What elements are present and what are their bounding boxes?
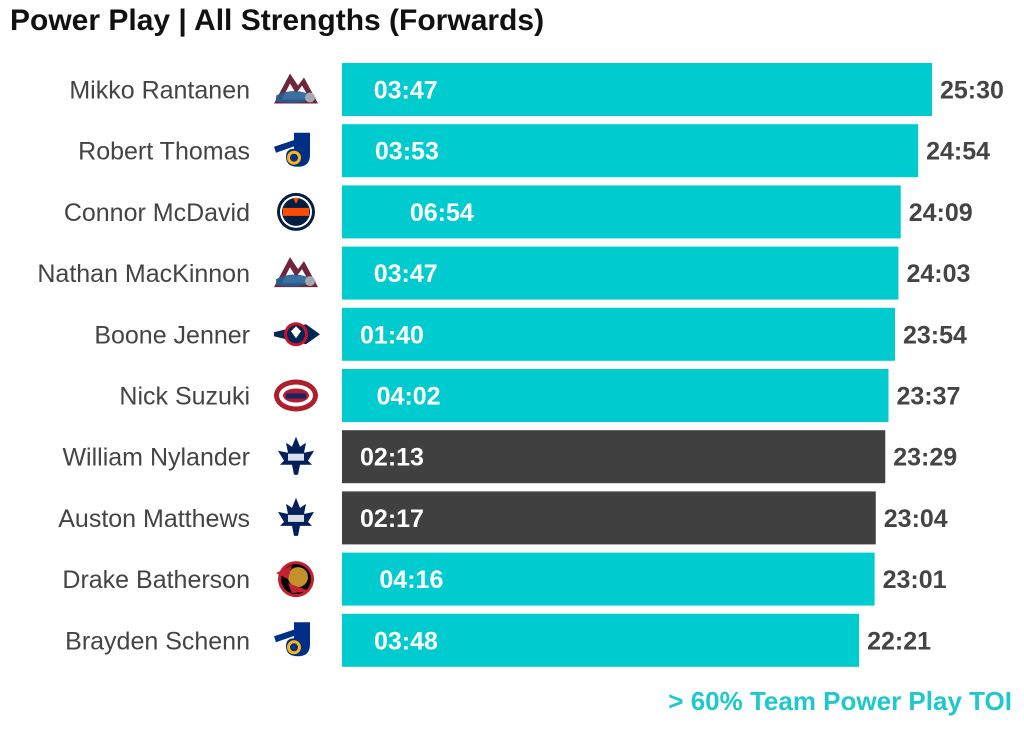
pp-toi-label: 03:47: [374, 77, 438, 105]
total-toi-label: 22:21: [867, 627, 931, 655]
total-toi-label: 24:03: [906, 260, 970, 288]
player-label: Nick Suzuki: [119, 383, 250, 411]
player-label: William Nylander: [62, 444, 250, 472]
bar: [342, 185, 901, 239]
total-toi-label: 24:09: [909, 199, 973, 227]
senators-logo-icon: [276, 561, 314, 598]
bar: [342, 369, 889, 422]
bar: [342, 124, 919, 178]
canadiens-logo-icon: [274, 379, 318, 412]
pp-toi-label: 03:48: [374, 627, 438, 655]
pp-toi-label: 06:54: [410, 199, 474, 227]
blue-jackets-logo-icon: [274, 322, 320, 347]
blues-logo-icon: [274, 622, 310, 657]
pp-toi-label: 04:02: [377, 383, 441, 411]
player-label: Nathan MacKinnon: [37, 260, 250, 288]
pp-toi-label: 02:13: [360, 444, 424, 472]
pp-toi-label: 03:47: [374, 260, 438, 288]
bar: [342, 307, 895, 361]
chart-title: Power Play | All Strengths (Forwards): [10, 4, 545, 37]
pp-toi-label: 03:53: [375, 138, 439, 166]
player-label: Drake Batherson: [62, 566, 250, 594]
oilers-logo-icon: [277, 192, 315, 231]
footnote-legend: > 60% Team Power Play TOI: [668, 686, 1012, 716]
total-toi-label: 23:01: [883, 566, 947, 594]
maple-leafs-logo-icon: [278, 436, 314, 475]
bar: [342, 552, 875, 606]
total-toi-label: 23:37: [897, 383, 961, 411]
player-label: Connor McDavid: [64, 199, 250, 227]
total-toi-label: 23:04: [884, 505, 948, 533]
pp-toi-label: 01:40: [360, 321, 424, 349]
total-toi-label: 23:54: [903, 321, 967, 349]
pp-toi-label: 04:16: [379, 566, 443, 594]
bar: [342, 63, 932, 116]
player-label: Auston Matthews: [58, 505, 250, 533]
bar: [342, 246, 899, 300]
bar: [342, 430, 886, 484]
pp-toi-label: 02:17: [360, 505, 424, 533]
blues-logo-icon: [274, 132, 310, 167]
player-label: Robert Thomas: [78, 138, 250, 166]
total-toi-label: 23:29: [893, 444, 957, 472]
player-label: Boone Jenner: [94, 321, 250, 349]
bar: [342, 491, 876, 545]
bar: [342, 613, 860, 667]
player-label: Brayden Schenn: [65, 627, 250, 655]
player-label: Mikko Rantanen: [69, 77, 250, 105]
maple-leafs-logo-icon: [278, 497, 314, 536]
total-toi-label: 25:30: [940, 77, 1004, 105]
avalanche-logo-icon: [274, 257, 318, 288]
total-toi-label: 24:54: [926, 138, 990, 166]
avalanche-logo-icon: [274, 73, 318, 104]
